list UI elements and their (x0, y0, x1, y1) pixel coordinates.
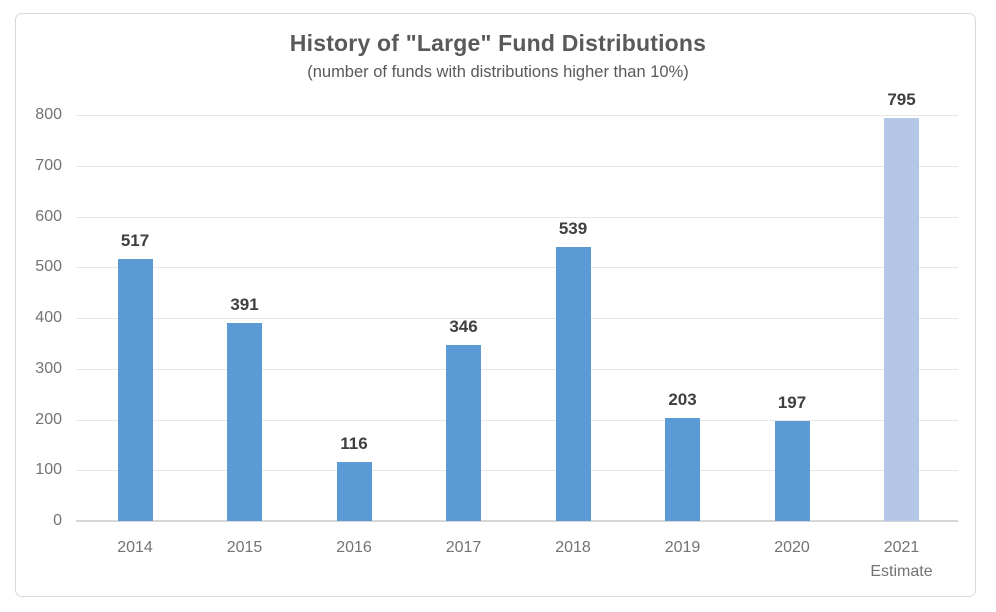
x-axis-tick-sublabel-2021: Estimate (870, 563, 933, 580)
bar-value-label-2021: 795 (887, 90, 916, 109)
y-gridline-100 (76, 470, 958, 472)
bar-value-label-2019: 203 (668, 390, 697, 409)
bar-2020 (774, 421, 810, 521)
x-axis-tick-label-2018: 2018 (555, 539, 591, 556)
bar-value-label-2017: 346 (449, 317, 478, 336)
bar-2017 (446, 345, 481, 521)
x-axis-tick-label-2019: 2019 (664, 539, 701, 556)
x-axis-tick-label-2015: 2015 (226, 539, 263, 556)
bar-2014 (117, 259, 153, 521)
y-axis-tick-label-0: 0 (53, 512, 62, 529)
y-axis-tick-label-600: 600 (35, 207, 62, 225)
bar-2016 (336, 462, 372, 521)
chart-title: History of "Large" Fund Distributions (289, 30, 707, 56)
y-axis-tick-label-100: 100 (35, 461, 62, 479)
y-gridline-300 (76, 368, 958, 370)
bar-2018 (555, 247, 591, 521)
x-axis-tick-label-2020: 2020 (774, 539, 810, 556)
y-axis-tick-label-500: 500 (35, 258, 62, 276)
x-axis-line (76, 520, 958, 522)
bar-value-label-2020: 197 (777, 393, 807, 412)
y-gridline-500 (76, 267, 958, 269)
y-gridline-400 (76, 318, 958, 319)
y-axis-tick-label-800: 800 (35, 106, 62, 123)
y-gridline-200 (76, 419, 958, 421)
bar-2015 (227, 323, 262, 521)
x-axis-tick-label-2017: 2017 (445, 539, 482, 556)
y-axis-tick-label-700: 700 (35, 156, 62, 174)
y-gridline-800 (76, 115, 958, 116)
y-gridline-700 (76, 165, 958, 167)
y-axis-tick-label-400: 400 (35, 309, 62, 326)
bar-2021 (884, 118, 919, 521)
x-axis-tick-label-2016: 2016 (336, 539, 372, 556)
chart-frame (15, 13, 976, 597)
y-axis-tick-label-300: 300 (35, 359, 62, 377)
y-axis-tick-label-200: 200 (35, 410, 62, 428)
x-axis-tick-label-2021: 2021 (883, 539, 920, 556)
chart-subtitle: (number of funds with distributions high… (307, 63, 689, 81)
bar-value-label-2016: 116 (340, 434, 368, 453)
bar-2019 (665, 418, 700, 521)
bar-value-label-2014: 517 (120, 231, 150, 250)
bar-value-label-2018: 539 (558, 219, 588, 238)
y-gridline-600 (76, 216, 958, 218)
x-axis-tick-label-2014: 2014 (117, 539, 153, 556)
bar-value-label-2015: 391 (230, 295, 259, 314)
